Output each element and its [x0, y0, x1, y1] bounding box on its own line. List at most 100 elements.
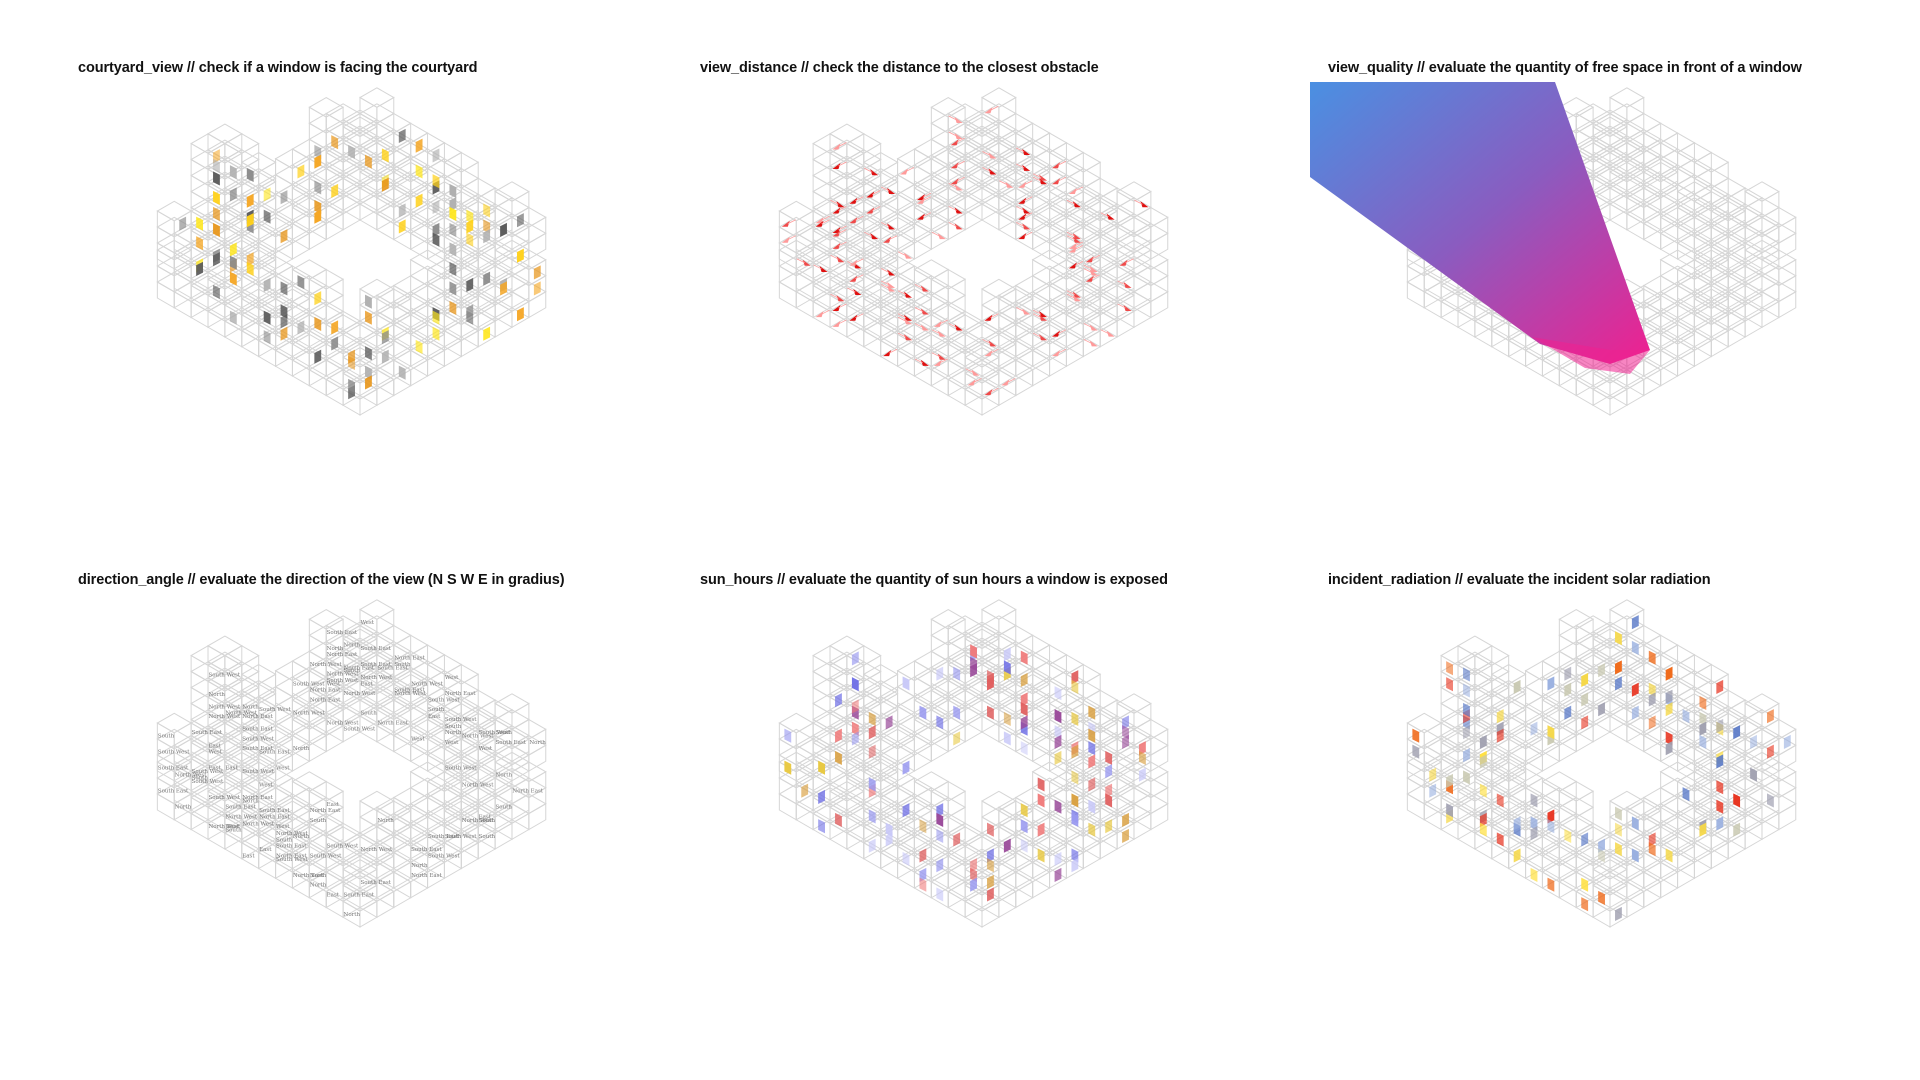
svg-text:North West: North West [225, 711, 258, 717]
svg-text:North: North [293, 746, 310, 752]
svg-text:South West: South West [445, 717, 477, 723]
svg-text:South West: South West [208, 795, 240, 801]
panel-title: view_distance // check the distance to t… [700, 60, 1099, 76]
svg-text:South East: South East [225, 805, 256, 811]
svg-text:West: West [208, 750, 222, 756]
svg-text:North East: North East [310, 697, 341, 703]
svg-text:North East: North East [411, 873, 442, 879]
svg-text:South: South [479, 818, 496, 824]
svg-text:North West: North West [208, 704, 241, 710]
svg-text:North East: North East [310, 808, 341, 814]
svg-text:North East: North East [445, 691, 476, 697]
svg-text:South: South [394, 662, 411, 668]
svg-text:North West: North West [327, 720, 360, 726]
svg-text:North: North [242, 798, 259, 804]
svg-text:South East: South East [276, 844, 307, 850]
svg-text:West: West [360, 620, 374, 626]
panel-title: sun_hours // evaluate the quantity of su… [700, 572, 1168, 588]
svg-text:South West: South West [344, 727, 376, 733]
svg-text:South West: South West [445, 766, 477, 772]
svg-text:South West: South West [192, 779, 224, 785]
svg-text:South: South [344, 668, 361, 674]
svg-text:North: North [411, 863, 428, 869]
svg-text:North: North [242, 704, 259, 710]
window-markers [1412, 615, 1791, 922]
svg-text:North West: North West [360, 847, 393, 853]
svg-text:South West: South West [259, 707, 291, 713]
panel-view-distance: view_distance // check the distance to t… [682, 60, 1302, 560]
panel-direction-angle: direction_angle // evaluate the directio… [60, 572, 680, 1072]
panel-courtyard-view: courtyard_view // check if a window is f… [60, 60, 680, 560]
svg-text:West: West [259, 782, 273, 788]
svg-text:South East: South East [496, 740, 527, 746]
svg-text:South West: South West [293, 681, 325, 687]
svg-text:South East: South East [158, 789, 189, 795]
svg-text:East: East [208, 743, 221, 749]
svg-text:North West: North West [327, 672, 360, 678]
view-cone [1310, 82, 1650, 364]
wireframe [156, 599, 547, 928]
svg-text:South West: South West [276, 857, 308, 863]
svg-text:North: North [327, 646, 344, 652]
svg-text:East: East [327, 892, 340, 898]
svg-text:South: South [225, 828, 242, 834]
svg-text:North West: North West [310, 662, 343, 668]
svg-text:South: South [479, 834, 496, 840]
svg-text:South East: South East [242, 746, 273, 752]
svg-text:North West: North West [293, 711, 326, 717]
svg-text:South: South [192, 775, 209, 781]
svg-text:South West: South West [242, 769, 274, 775]
svg-text:West: West [445, 740, 459, 746]
svg-text:South East: South East [242, 727, 273, 733]
svg-text:North East: North East [293, 873, 324, 879]
svg-text:West: West [276, 824, 290, 830]
wireframe [1406, 599, 1797, 928]
svg-text:South East: South East [259, 808, 290, 814]
svg-text:North West: North West [411, 681, 444, 687]
svg-text:West: West [445, 675, 459, 681]
svg-text:North: North [310, 873, 327, 879]
svg-text:North East: North East [242, 714, 273, 720]
svg-text:South: South [445, 724, 462, 730]
building-diagram-view-distance [682, 82, 1302, 552]
building-diagram-sun-hours [682, 594, 1302, 1064]
svg-text:North East: North East [344, 665, 375, 671]
wireframe [778, 87, 1169, 416]
svg-text:South: South [496, 805, 513, 811]
svg-text:East: East [428, 714, 441, 720]
building-diagram-direction-angle: North South North East West South West North … [60, 594, 680, 1064]
svg-text:South West: South West [242, 736, 274, 742]
panel-title: view_quality // evaluate the quantity of… [1328, 60, 1802, 76]
svg-text:North: North [310, 883, 327, 889]
svg-text:South: South [360, 711, 377, 717]
svg-text:South West: South West [158, 750, 190, 756]
svg-text:North West: North West [175, 773, 208, 779]
svg-text:South West: South West [192, 769, 224, 775]
window-markers [784, 644, 1146, 902]
svg-text:East: East [208, 766, 221, 772]
svg-text:North East: North East [327, 652, 358, 658]
svg-text:South: South [158, 734, 175, 740]
svg-text:South East: South East [360, 646, 391, 652]
svg-text:North: North [344, 912, 361, 918]
svg-text:South West: South West [327, 678, 359, 684]
svg-text:West: West [276, 766, 290, 772]
svg-text:South East: South East [428, 834, 459, 840]
building-diagram-courtyard-view [60, 82, 680, 552]
svg-text:North: North [208, 692, 225, 698]
svg-text:South West: South West [479, 730, 511, 736]
svg-text:South West: South West [310, 853, 342, 859]
svg-text:South East: South East [327, 630, 358, 636]
svg-text:South East: South East [394, 688, 425, 694]
window-markers [781, 105, 1149, 396]
svg-text:North: North [293, 834, 310, 840]
svg-text:North West: North West [394, 691, 427, 697]
svg-text:North: North [175, 805, 192, 811]
panel-sun-hours: sun_hours // evaluate the quantity of su… [682, 572, 1302, 1072]
panel-view-quality: view_quality // evaluate the quantity of… [1310, 60, 1920, 560]
svg-text:North East: North East [377, 720, 408, 726]
panel-title: direction_angle // evaluate the directio… [78, 572, 565, 588]
svg-text:South: South [310, 818, 327, 824]
svg-text:South East: South East [377, 665, 408, 671]
